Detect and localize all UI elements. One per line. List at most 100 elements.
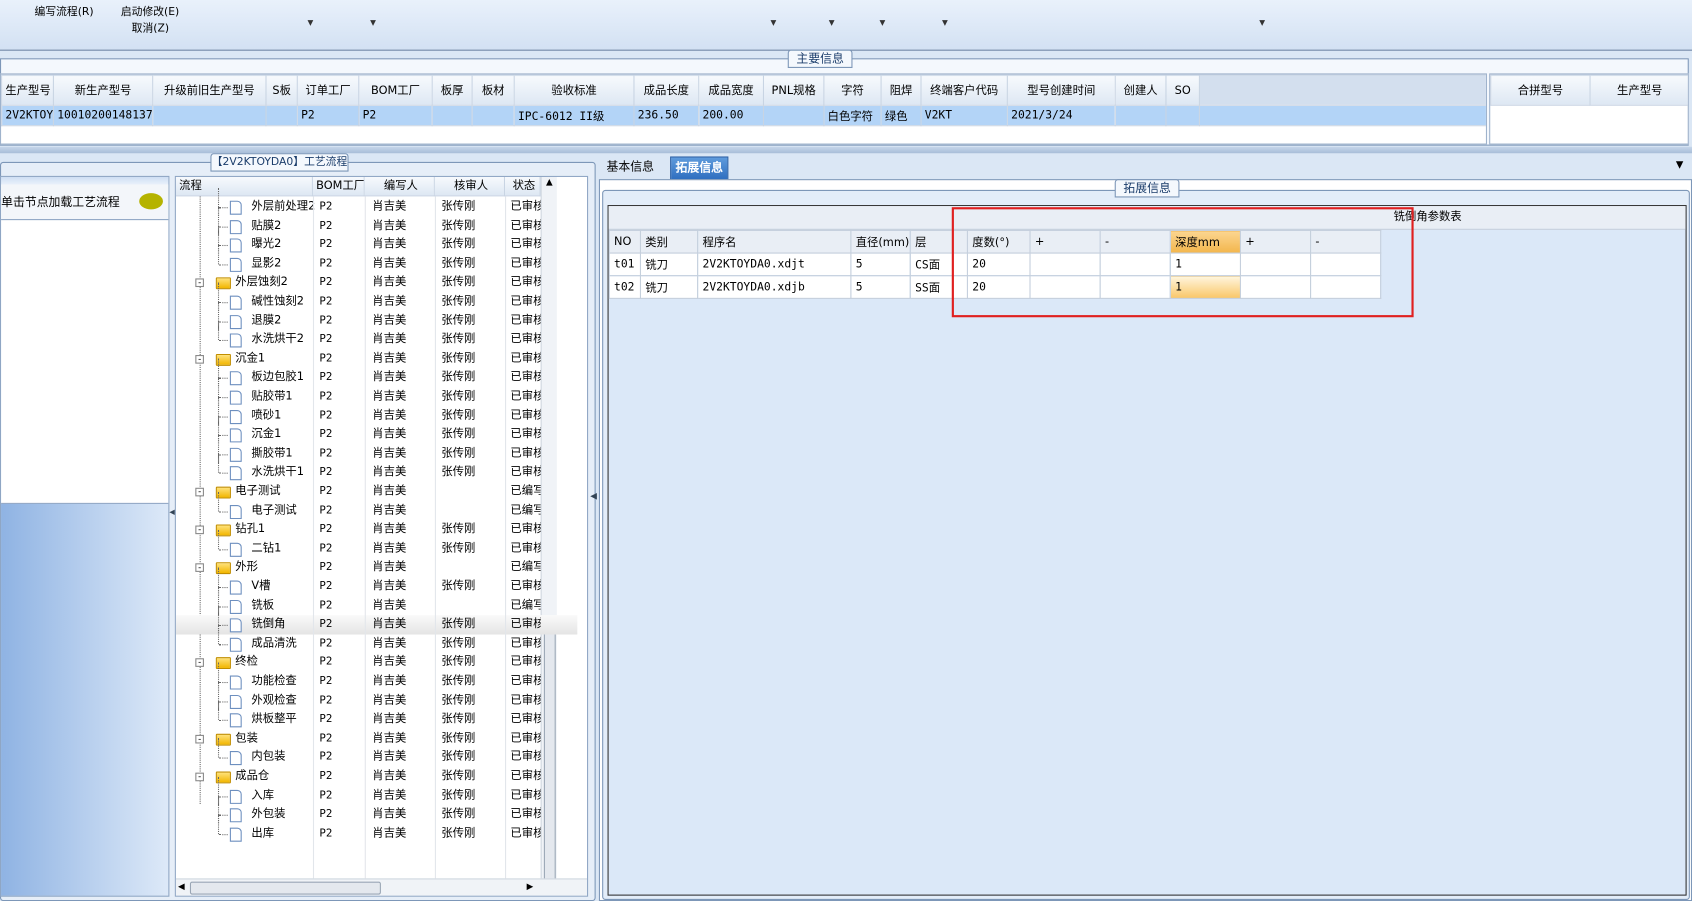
column-header[interactable]: BOM工厂 <box>312 176 365 197</box>
tree-row[interactable]: 沉金1 P2 肖吉美 张传刚 已审核 <box>176 415 577 444</box>
column-header[interactable]: 板材 <box>471 74 515 106</box>
column-header[interactable]: 核审人 <box>434 176 506 197</box>
column-header[interactable]: 字符 <box>823 74 882 106</box>
scroll-right-icon[interactable]: ▶ <box>526 881 534 892</box>
tree-row[interactable]: - 终检 P2 肖吉美 张传刚 已审核 <box>176 653 577 672</box>
tree-row[interactable]: 显影2 P2 肖吉美 张传刚 已审核 <box>176 244 577 273</box>
collapse-toggle-icon[interactable]: - <box>195 525 204 535</box>
tree-row[interactable]: 成品清洗 P2 肖吉美 张传刚 已审核 <box>176 624 577 653</box>
collapse-arrow-icon[interactable]: ◀ <box>590 490 597 501</box>
column-header[interactable]: + <box>1239 229 1312 254</box>
dropdown-arrow-icon[interactable]: ▼ <box>828 18 835 27</box>
cell[interactable] <box>1029 252 1101 277</box>
collapse-arrow-icon[interactable]: ◀ <box>169 507 177 517</box>
column-header[interactable]: 升级前旧生产型号 <box>152 74 267 106</box>
column-header[interactable]: S板 <box>265 74 298 106</box>
column-header[interactable]: 编写人 <box>364 176 435 197</box>
cell[interactable]: 铣刀 <box>639 252 699 277</box>
tree-row[interactable]: 功能检查 P2 肖吉美 张传刚 已审核 <box>176 662 577 691</box>
tab-basic-info[interactable]: 基本信息 <box>606 159 654 174</box>
tree-row[interactable]: 退膜2 P2 肖吉美 张传刚 已审核 <box>176 301 577 330</box>
column-header[interactable]: 类别 <box>639 229 699 254</box>
dropdown-arrow-icon[interactable]: ▼ <box>370 18 376 27</box>
tree-row[interactable]: - 钻孔1 P2 肖吉美 张传刚 已审核 <box>176 520 577 539</box>
tree-row[interactable]: - 成品仓 P2 肖吉美 张传刚 已审核 <box>176 767 577 786</box>
tree-row[interactable]: - 沉金1 P2 肖吉美 张传刚 已审核 <box>176 349 577 368</box>
collapse-toggle-icon[interactable]: - <box>195 487 204 497</box>
dropdown-arrow-icon[interactable]: ▼ <box>879 18 886 27</box>
cell[interactable]: 铣刀 <box>639 275 699 299</box>
tree-row[interactable]: 撕胶带1 P2 肖吉美 张传刚 已审核 <box>176 434 577 463</box>
tree-row[interactable]: 出库 P2 肖吉美 张传刚 已审核 <box>176 814 577 843</box>
column-header[interactable]: 创建人 <box>1114 74 1167 106</box>
tree-row[interactable]: 电子测试 P2 肖吉美 已编写 <box>176 491 577 520</box>
column-header[interactable]: - <box>1099 229 1171 254</box>
column-header[interactable]: 成品长度 <box>633 74 700 106</box>
cell[interactable] <box>1029 275 1101 299</box>
tree-row[interactable]: 碱性蚀刻2 P2 肖吉美 张传刚 已审核 <box>176 282 577 311</box>
tree-row[interactable]: 内包装 P2 肖吉美 张传刚 已审核 <box>176 738 577 767</box>
tree-row[interactable]: 水洗烘干2 P2 肖吉美 张传刚 已审核 <box>176 320 577 349</box>
column-header[interactable]: - <box>1310 229 1382 254</box>
start-modify-button[interactable]: 启动修改(E) <box>120 6 180 19</box>
cell[interactable]: 1 <box>1169 275 1241 299</box>
column-header[interactable]: 终端客户代码 <box>920 74 1008 106</box>
cell[interactable]: 2V2KTOYDA0.xdjb <box>697 275 852 299</box>
tree-row[interactable]: 喷砂1 P2 肖吉美 张传刚 已审核 <box>176 396 577 425</box>
column-header[interactable]: 程序名 <box>697 229 852 254</box>
column-header[interactable]: SO <box>1165 74 1200 106</box>
column-header[interactable]: 生产型号 <box>1 74 54 106</box>
dropdown-arrow-icon[interactable]: ▼ <box>770 18 777 27</box>
cell[interactable]: 5 <box>850 275 911 299</box>
tree-row[interactable]: 水洗烘干1 P2 肖吉美 张传刚 已审核 <box>176 453 577 482</box>
tree-row[interactable]: 二钻1 P2 肖吉美 张传刚 已审核 <box>176 529 577 558</box>
tree-row[interactable]: 外包装 P2 肖吉美 张传刚 已审核 <box>176 795 577 824</box>
tree-row[interactable]: - 外形 P2 肖吉美 已编写 <box>176 558 577 577</box>
scroll-thumb[interactable] <box>189 881 381 895</box>
tab-menu-arrow-icon[interactable]: ▼ <box>1675 159 1684 171</box>
dropdown-arrow-icon[interactable]: ▼ <box>307 18 314 27</box>
cell[interactable]: 20 <box>966 275 1031 299</box>
tree-row[interactable]: - 外层蚀刻2 P2 肖吉美 张传刚 已审核 <box>176 273 577 292</box>
tree-row[interactable]: - 电子测试 P2 肖吉美 已编写 <box>176 482 577 501</box>
cancel-button[interactable]: 取消(Z) <box>131 22 170 35</box>
vertical-scrollbar[interactable]: ▲ <box>540 176 557 883</box>
tree-row[interactable]: - 包装 P2 肖吉美 张传刚 已审核 <box>176 729 577 748</box>
cell[interactable]: t01 <box>608 252 641 277</box>
collapse-toggle-icon[interactable]: - <box>195 772 204 782</box>
tree-row[interactable]: 贴膜2 P2 肖吉美 张传刚 已审核 <box>176 206 577 235</box>
column-header[interactable]: 新生产型号 <box>52 74 154 106</box>
tree-row[interactable]: 板边包胶1 P2 肖吉美 张传刚 已审核 <box>176 358 577 387</box>
column-header[interactable]: NO <box>608 229 641 254</box>
tree-row[interactable]: 烘板整平 P2 肖吉美 张传刚 已审核 <box>176 700 577 729</box>
column-header[interactable]: 板厚 <box>431 74 473 106</box>
column-header[interactable]: 深度mm <box>1169 229 1241 254</box>
cell[interactable] <box>1310 275 1382 299</box>
tab-extended-info[interactable]: 拓展信息 <box>670 156 729 181</box>
column-header[interactable]: 成品宽度 <box>698 74 765 106</box>
collapse-toggle-icon[interactable]: - <box>195 354 204 364</box>
column-header[interactable]: 订单工厂 <box>296 74 360 106</box>
splitter[interactable] <box>0 146 1692 154</box>
dropdown-arrow-icon[interactable]: ▼ <box>1259 18 1266 27</box>
tree-row[interactable]: 入库 P2 肖吉美 张传刚 已审核 <box>176 776 577 805</box>
tree-row[interactable]: 贴胶带1 P2 肖吉美 张传刚 已审核 <box>176 377 577 406</box>
tree-row[interactable]: 铣板 P2 肖吉美 已编写 <box>176 586 577 615</box>
cell[interactable]: 5 <box>850 252 911 277</box>
column-header[interactable]: 流程 <box>175 176 313 197</box>
collapse-toggle-icon[interactable]: - <box>195 563 204 573</box>
collapse-toggle-icon[interactable]: - <box>195 278 204 288</box>
cell[interactable] <box>1310 252 1382 277</box>
column-header[interactable]: 合拼型号 <box>1490 74 1591 106</box>
tree-row[interactable]: 曝光2 P2 肖吉美 张传刚 已审核 <box>176 225 577 254</box>
column-header[interactable]: 状态 <box>505 176 541 197</box>
scroll-up-icon[interactable]: ▲ <box>545 176 553 187</box>
cell[interactable] <box>1099 275 1171 299</box>
table-row[interactable]: t02 铣刀 2V2KTOYDA0.xdjb 5 SS面 20 1 <box>608 275 1382 299</box>
column-header[interactable]: 直径(mm) <box>850 229 911 254</box>
column-header[interactable]: 生产型号 <box>1589 74 1688 106</box>
collapse-toggle-icon[interactable]: - <box>195 734 204 744</box>
column-header[interactable]: PNL规格 <box>762 74 825 106</box>
